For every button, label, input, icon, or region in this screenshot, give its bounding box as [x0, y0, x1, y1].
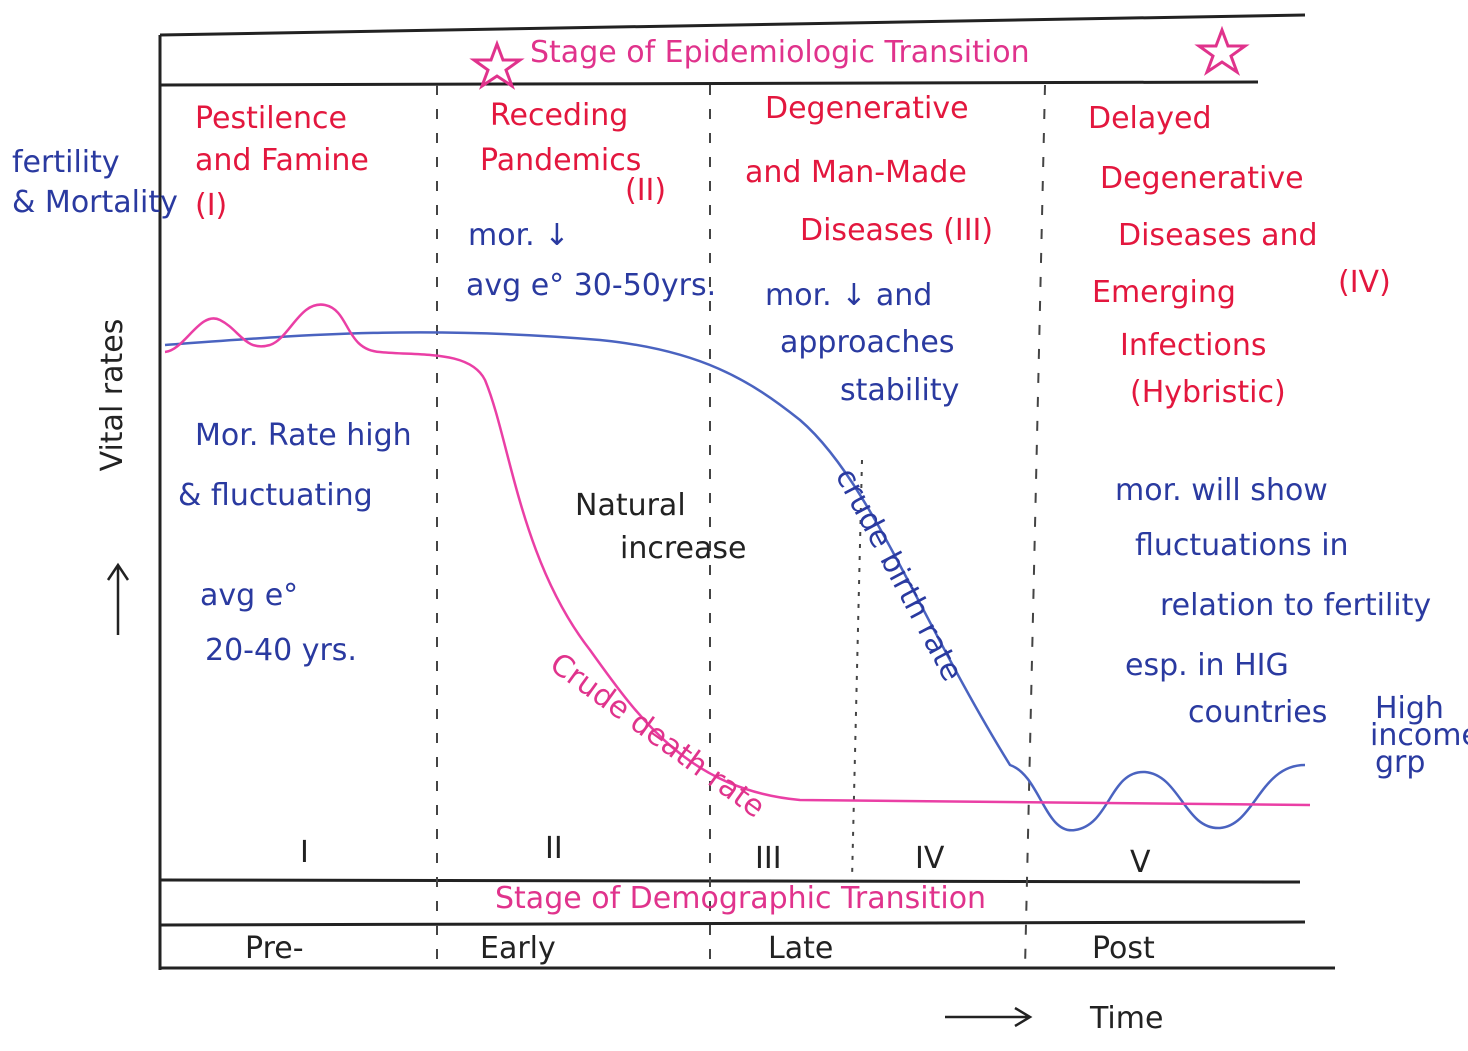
demographic-numeral: IV: [915, 841, 945, 876]
stage-name: and Famine: [195, 143, 369, 178]
stage-name: Receding: [490, 98, 628, 133]
note: grp: [1375, 745, 1425, 780]
stage-name: Pestilence: [195, 101, 347, 136]
y-legend: & Mortality: [12, 185, 178, 220]
stage-name: (Hybristic): [1130, 375, 1286, 410]
stage-name: Degenerative: [1100, 161, 1304, 196]
note: Mor. Rate high: [195, 418, 412, 453]
note: mor. ↓: [468, 218, 569, 253]
note: relation to fertility: [1160, 588, 1431, 623]
diagram: Stage of Epidemiologic Transition Vital r…: [0, 0, 1468, 1051]
note: Natural: [575, 488, 686, 523]
stage-name: Emerging: [1092, 275, 1236, 310]
title: Stage of Epidemiologic Transition: [530, 35, 1030, 70]
phase: Post: [1092, 931, 1155, 966]
stage-name: Delayed: [1088, 101, 1212, 136]
note: & fluctuating: [178, 478, 373, 513]
note: increase: [620, 531, 746, 566]
note: avg e° 30-50yrs.: [466, 268, 716, 303]
y-legend: fertility: [12, 145, 120, 180]
x-axis-label: Time: [1089, 1001, 1163, 1036]
note: mor. will show: [1115, 473, 1328, 508]
demographic-numeral: III: [755, 841, 782, 876]
note: stability: [840, 373, 959, 408]
note: approaches: [780, 325, 954, 360]
note: avg e°: [200, 578, 298, 613]
phase: Early: [480, 931, 556, 966]
stage-name: Degenerative: [765, 91, 969, 126]
note: 20-40 yrs.: [205, 633, 357, 668]
curve-label: Crude death rate: [543, 646, 771, 825]
phase: Late: [768, 931, 833, 966]
stage-name: Diseases (III): [800, 213, 993, 248]
note: fluctuations in: [1135, 528, 1349, 563]
stage-name: and Man-Made: [745, 155, 967, 190]
stage-numeral: (II): [625, 173, 666, 208]
demographic-title: Stage of Demographic Transition: [495, 881, 986, 916]
stage-name: Diseases and: [1118, 218, 1318, 253]
demographic-numeral: I: [300, 835, 309, 870]
phase: Pre-: [245, 931, 304, 966]
y-axis-label: Vital rates: [95, 319, 130, 472]
stage-numeral: (I): [195, 188, 227, 223]
curve-label: crude birth rate: [828, 462, 970, 687]
stage-name: Infections: [1120, 328, 1266, 363]
stage-name: Pandemics: [480, 143, 641, 178]
note: mor. ↓ and: [765, 278, 932, 313]
demographic-numeral: V: [1130, 845, 1151, 880]
note: countries: [1188, 695, 1327, 730]
demographic-numeral: II: [545, 831, 563, 866]
stage-numeral: (IV): [1338, 265, 1391, 300]
note: esp. in HIG: [1125, 648, 1289, 683]
